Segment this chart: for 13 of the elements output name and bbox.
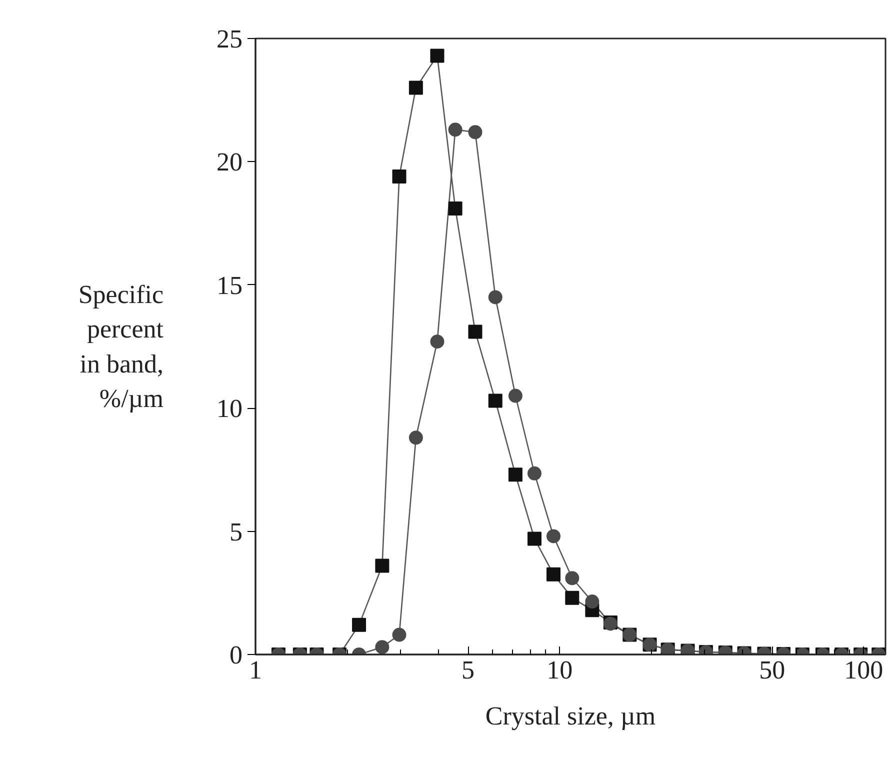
y-tick-label: 0 [230,640,242,670]
y-tick-label: 5 [230,517,242,546]
y-tick-label: 15 [216,270,242,300]
x-axis-title: Crystal size, µm [485,702,656,730]
y-axis-title: Specific percent in band, %/µm [78,280,164,414]
x-tick-label: 1 [249,656,262,684]
y-tick-label: 10 [216,394,242,424]
y-tick-label: 25 [216,24,242,54]
y-tick-label: 20 [216,148,242,177]
x-tick-label: 100 [844,656,884,684]
x-tick-label: 5 [462,656,475,684]
x-tick-label: 50 [759,656,786,684]
x-tick-label: 10 [546,656,573,684]
